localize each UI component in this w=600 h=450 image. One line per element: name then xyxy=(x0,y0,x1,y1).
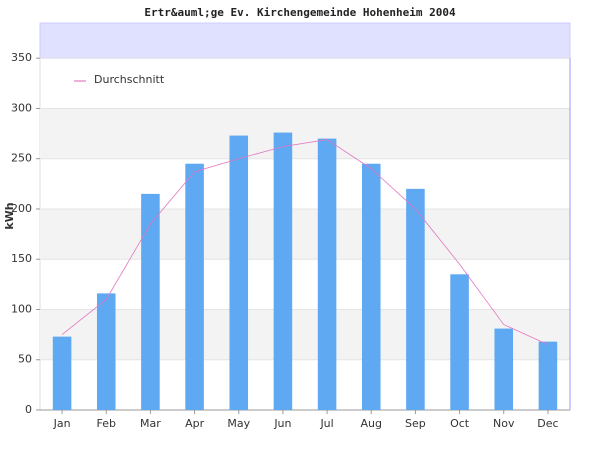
y-tick-label: 350 xyxy=(11,51,32,64)
y-tick-label: 100 xyxy=(11,302,32,315)
x-tick-label: Dec xyxy=(537,417,558,430)
legend-label: Durchschnitt xyxy=(94,73,165,86)
x-tick-label: Oct xyxy=(450,417,470,430)
band xyxy=(40,208,570,260)
y-axis-label: kWh xyxy=(3,202,16,229)
bar xyxy=(141,193,160,410)
x-tick-label: Sep xyxy=(405,417,426,430)
band xyxy=(40,309,570,360)
bar xyxy=(406,188,425,410)
y-tick-label: 300 xyxy=(11,101,32,114)
bar xyxy=(273,132,293,411)
bar xyxy=(185,163,204,410)
chart-title: Ertr&auml;ge Ev. Kirchengemeinde Hohenhe… xyxy=(144,6,456,19)
bar xyxy=(52,336,72,410)
x-tick-label: Apr xyxy=(185,417,205,430)
y-tick-label: 50 xyxy=(18,353,32,366)
x-tick-label: Mar xyxy=(140,417,161,430)
x-tick-label: Jul xyxy=(319,417,333,430)
bar xyxy=(494,328,514,410)
band xyxy=(40,108,570,159)
x-tick-label: Feb xyxy=(97,417,116,430)
y-tick-label: 0 xyxy=(25,403,32,416)
average-line xyxy=(61,139,549,346)
bar xyxy=(538,341,558,410)
bar xyxy=(96,293,116,410)
bar xyxy=(229,135,249,410)
bar xyxy=(450,274,469,410)
x-tick-label: Nov xyxy=(493,417,515,430)
x-tick-label: Aug xyxy=(361,417,382,430)
y-tick-label: 250 xyxy=(11,152,32,165)
bar xyxy=(317,138,337,410)
y-tick-label: 150 xyxy=(11,252,32,265)
x-tick-label: Jun xyxy=(273,417,291,430)
bar xyxy=(361,163,381,410)
top-band xyxy=(39,22,571,59)
y-tick-label: 200 xyxy=(11,202,32,215)
x-tick-label: Jan xyxy=(53,417,71,430)
x-tick-label: May xyxy=(227,417,250,430)
